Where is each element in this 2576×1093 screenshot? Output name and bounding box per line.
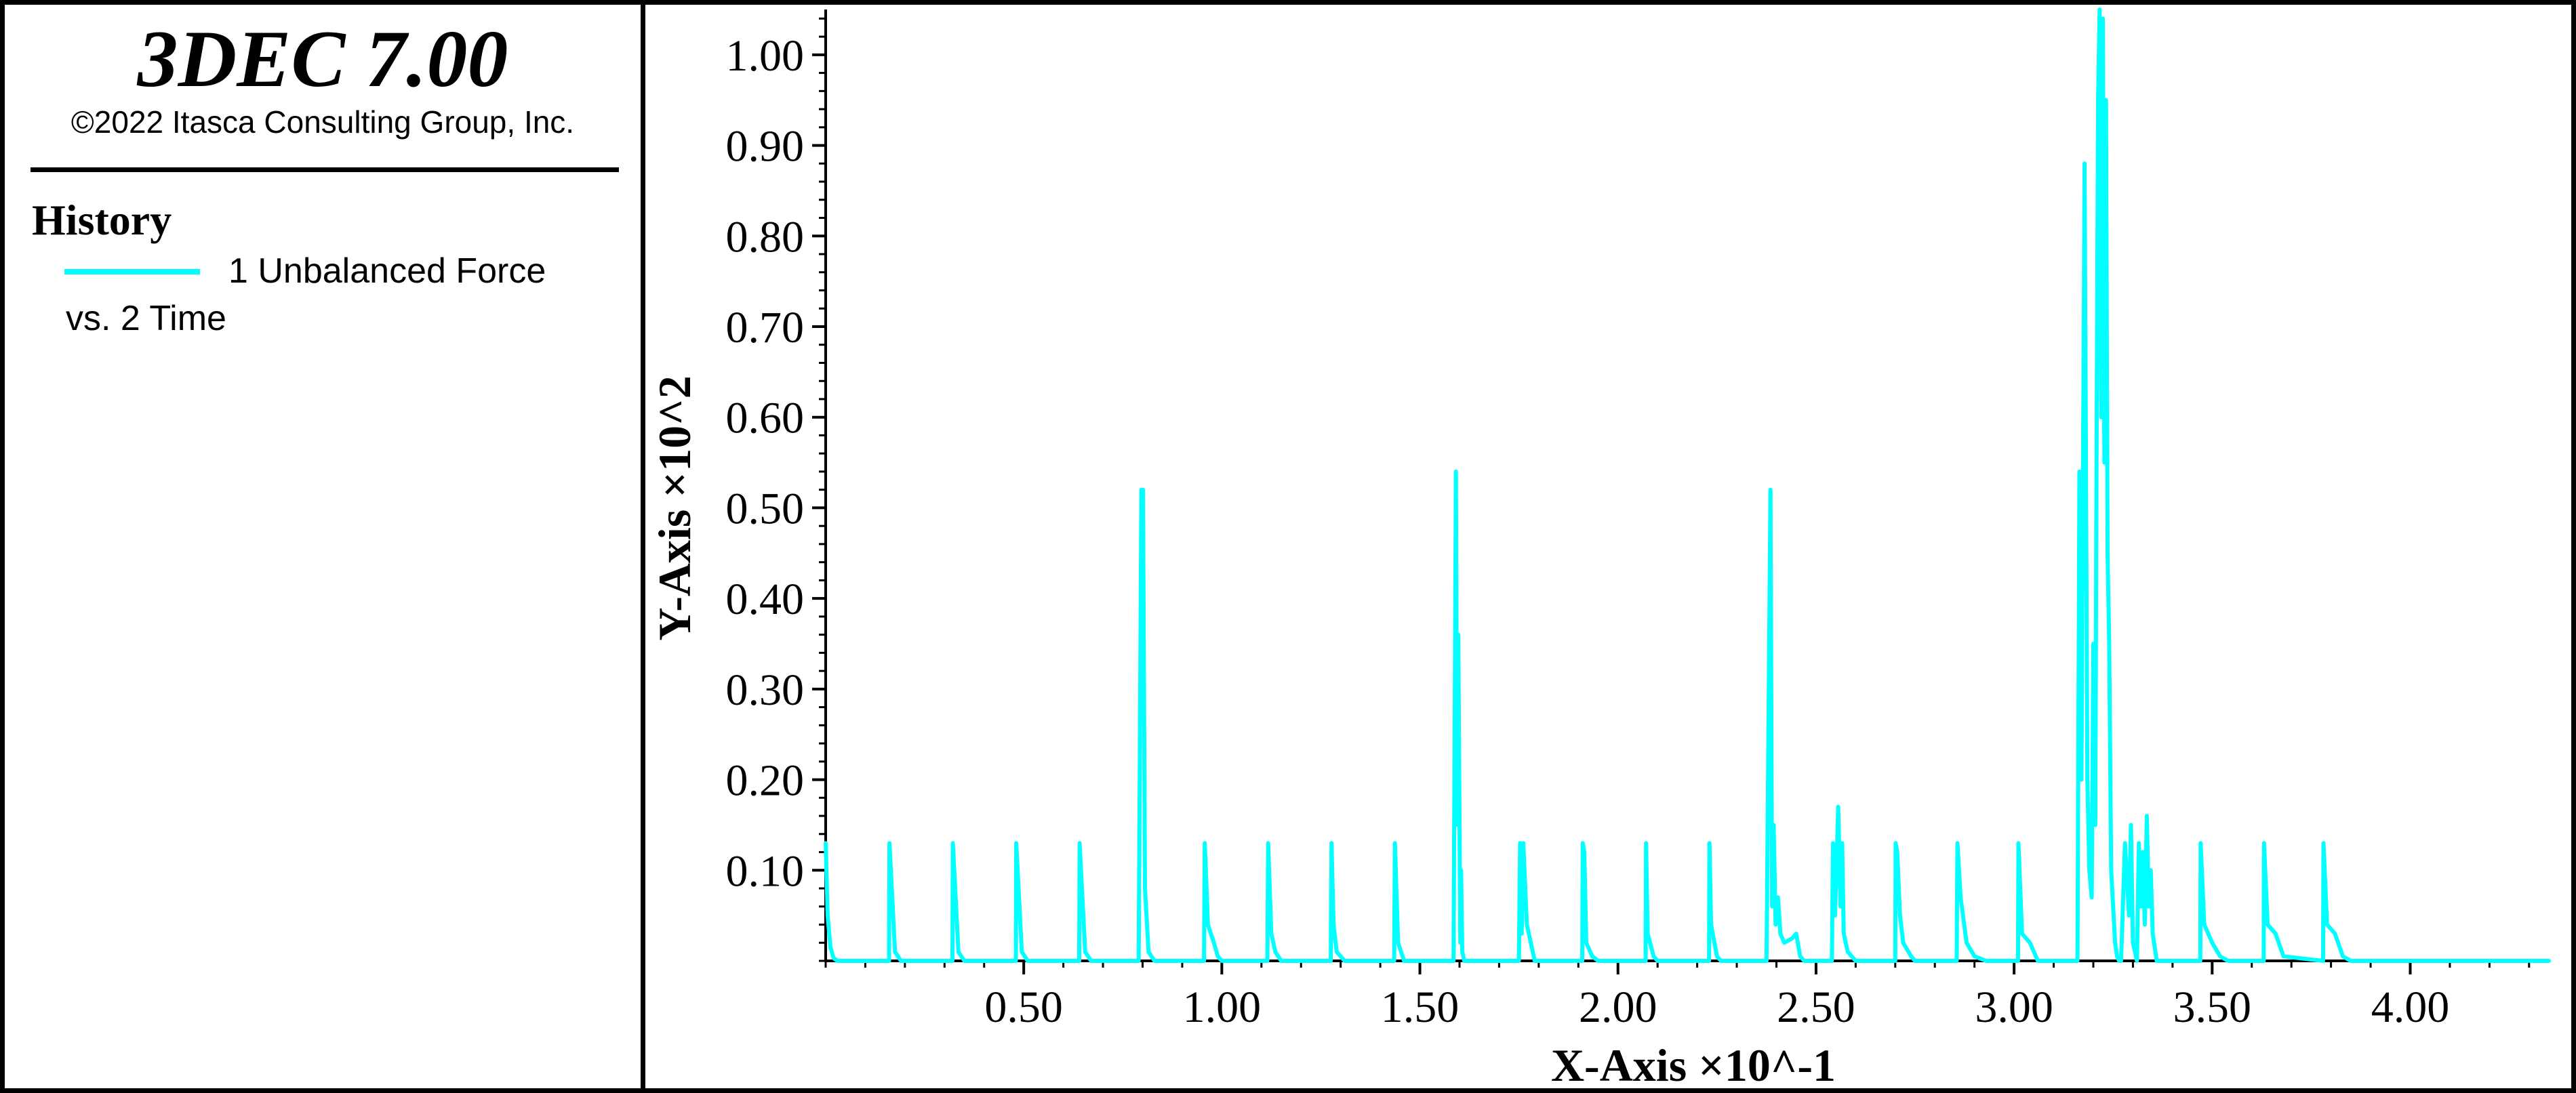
legend-panel: 3DEC 7.00 ©2022 Itasca Consulting Group,… [5,5,641,1088]
axes: 0.50 1.00 1.50 2.00 2.50 3.00 3.50 4.00 0.10 0.20… [726,9,2549,1032]
x-tick-label: 4.00 [2371,983,2450,1032]
y-tick-label: 0.10 [726,846,805,896]
x-tick-label: 3.00 [1975,983,2053,1032]
x-tick-label: 1.50 [1381,983,1460,1032]
series-line-1 [824,7,2551,963]
x-tick-label: 2.50 [1777,983,1855,1032]
y-tick-label: 0.40 [726,575,805,624]
y-tick-label: 0.30 [726,665,805,715]
y-tick-label: 1.00 [726,31,805,81]
title-divider [31,167,619,172]
y-tick-label: 0.60 [726,394,805,443]
x-axis-title: X-Axis ×10^-1 [1551,1039,1836,1091]
legend-entry-sublabel: vs. 2 Time [66,299,226,338]
copyright-text: ©2022 Itasca Consulting Group, Inc. [71,104,575,140]
x-tick-label: 0.50 [984,983,1063,1032]
app-title: 3DEC 7.00 [137,14,508,104]
y-axis-title: Y-Axis ×10^2 [649,375,700,640]
legend-heading: History [32,196,172,244]
y-tick-label: 0.50 [726,484,805,533]
y-tick-label: 0.80 [726,212,805,262]
x-tick-label: 3.50 [2173,983,2252,1032]
panel-divider [641,0,645,1093]
y-tick-label: 0.20 [726,756,805,806]
series-layer [824,7,2551,963]
legend-swatch [64,269,200,274]
y-tick-label: 0.70 [726,303,805,352]
x-tick-label: 1.00 [1183,983,1262,1032]
y-tick-label: 0.90 [726,122,805,171]
x-tick-label: 2.00 [1579,983,1657,1032]
legend-entry-label: 1 Unbalanced Force [228,251,546,291]
